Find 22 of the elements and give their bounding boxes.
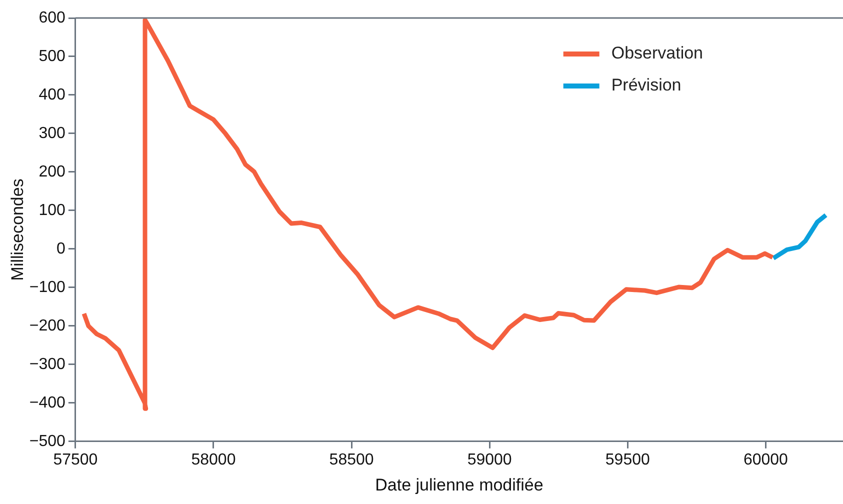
- x-tick-label: 58500: [329, 451, 374, 468]
- y-tick-label: 400: [38, 86, 66, 104]
- x-tick-label: 60000: [743, 451, 788, 468]
- y-tick-label: 200: [38, 163, 66, 180]
- y-tick-label: 300: [38, 124, 66, 142]
- y-tick-label: −200: [29, 317, 66, 334]
- y-tick-label: −100: [29, 278, 66, 296]
- y-tick-label: 500: [38, 48, 66, 65]
- x-tick-label: 59000: [467, 451, 512, 468]
- y-tick-label: 0: [56, 240, 66, 258]
- y-tick-label: 600: [38, 9, 66, 26]
- y-axis-title: Millisecondes: [8, 178, 27, 281]
- legend-label: Prévision: [611, 76, 682, 95]
- legend-label: Observation: [611, 44, 704, 63]
- x-tick-label: 59500: [605, 451, 650, 468]
- y-tick-label: −400: [29, 394, 66, 412]
- y-tick-label: −300: [29, 356, 66, 373]
- x-tick-label: 58000: [191, 451, 236, 468]
- y-tick-label: −500: [29, 432, 66, 450]
- x-axis-title: Date julienne modifiée: [375, 475, 544, 494]
- y-tick-label: 100: [38, 202, 66, 219]
- x-tick-label: 57500: [53, 451, 98, 468]
